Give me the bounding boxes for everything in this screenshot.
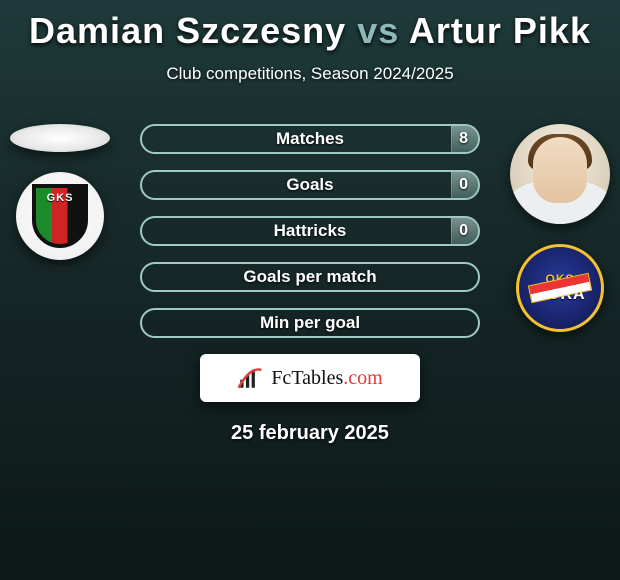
stat-value-right: 8 bbox=[459, 130, 468, 148]
player2-photo bbox=[510, 124, 610, 224]
club1-code: GKS bbox=[47, 192, 74, 204]
right-column: OKS ODRA bbox=[510, 124, 610, 332]
gks-shield-icon: GKS bbox=[32, 184, 88, 248]
player2-club-badge: OKS ODRA bbox=[516, 244, 604, 332]
stat-bar: Min per goal bbox=[140, 308, 480, 338]
stat-label: Goals per match bbox=[243, 267, 376, 287]
stat-label: Matches bbox=[276, 129, 344, 149]
brand-suffix: .com bbox=[343, 367, 382, 389]
stat-bar: Goals 0 bbox=[140, 170, 480, 200]
stat-bar: Matches 8 bbox=[140, 124, 480, 154]
branding-text: FcTables.com bbox=[271, 367, 382, 390]
stat-label: Min per goal bbox=[260, 313, 360, 333]
stat-bar: Goals per match bbox=[140, 262, 480, 292]
photo-face-shape bbox=[533, 137, 587, 203]
player1-name: Damian Szczesny bbox=[29, 10, 346, 51]
stat-bars: Matches 8 Goals 0 Hattricks 0 Goals per match M… bbox=[140, 124, 480, 338]
player2-name: Artur Pikk bbox=[409, 10, 591, 51]
vs-separator: vs bbox=[357, 10, 399, 51]
branding-badge: FcTables.com bbox=[200, 354, 420, 402]
stat-label: Goals bbox=[286, 175, 333, 195]
player1-club-badge: GKS TYCHY bbox=[16, 172, 104, 260]
content-area: GKS TYCHY OKS ODRA Matches8Goals0Hattric… bbox=[0, 124, 620, 445]
player1-photo bbox=[10, 124, 110, 152]
stat-value-right: 0 bbox=[459, 176, 468, 194]
stat-label: Hattricks bbox=[274, 221, 347, 241]
bar-chart-icon bbox=[237, 365, 263, 391]
stat-bar: Hattricks 0 bbox=[140, 216, 480, 246]
comparison-title: Damian Szczesny vs Artur Pikk bbox=[0, 0, 620, 52]
comparison-date: 25 february 2025 bbox=[0, 422, 620, 445]
club1-subtext: TYCHY bbox=[45, 265, 75, 274]
subtitle-text: Club competitions, Season 2024/2025 bbox=[0, 64, 620, 84]
stat-value-right: 0 bbox=[459, 222, 468, 240]
left-column: GKS TYCHY bbox=[10, 124, 110, 260]
brand-prefix: FcTables bbox=[271, 367, 343, 389]
